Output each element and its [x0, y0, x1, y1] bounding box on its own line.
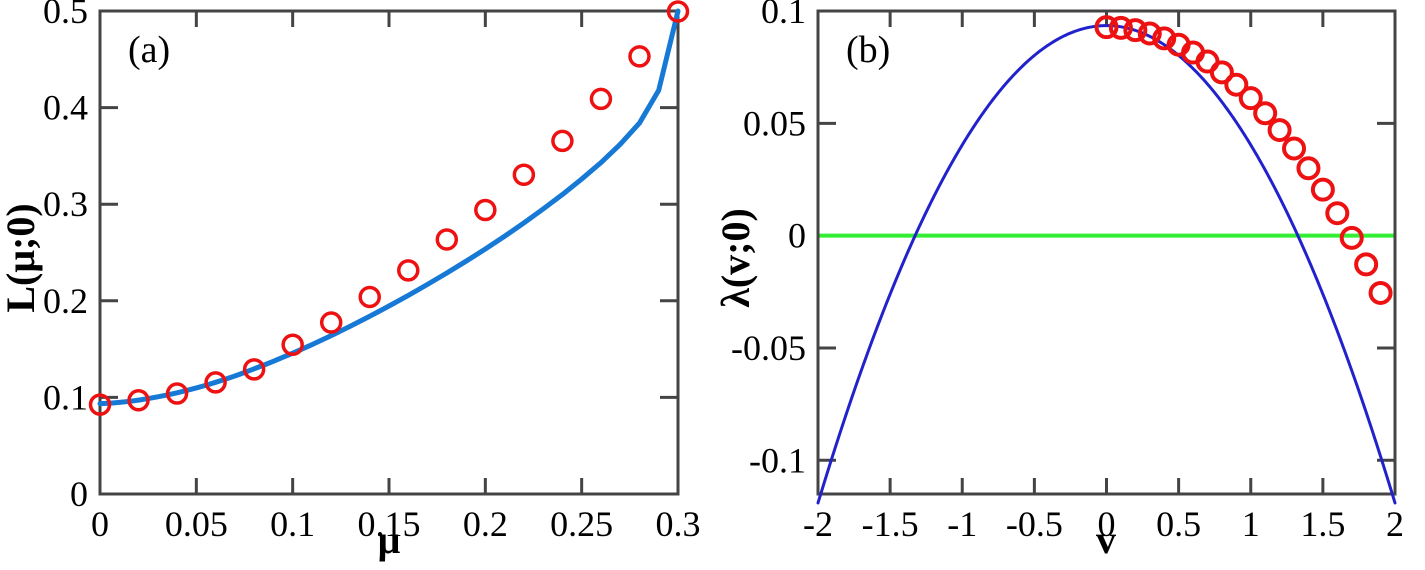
data-point-marker: [551, 129, 574, 153]
y-tick-label: 0.3: [43, 184, 88, 224]
x-tick-labels-b: -2 -1.5 -1 -0.5 0 0.5 1 1.5 2: [803, 504, 1404, 544]
panel-tag-a: (a): [128, 29, 170, 71]
x-axis-title-b: v: [1096, 517, 1116, 562]
data-point-marker: [1296, 156, 1321, 181]
data-point-marker: [242, 358, 266, 381]
data-point-marker: [1368, 280, 1393, 305]
y-tick-label: 0.4: [43, 88, 88, 128]
panel-tag-b: (b): [846, 29, 890, 71]
x-tick-labels-a: 0 0.05 0.1 0.15 0.2 0.25 0.3: [91, 504, 701, 544]
data-point-marker: [1224, 72, 1249, 97]
data-point-marker: [1282, 136, 1307, 161]
data-point-marker: [127, 389, 150, 412]
data-point-marker: [1253, 101, 1278, 126]
data-point-marker: [397, 259, 420, 282]
x-tick-label: 0.05: [165, 504, 228, 544]
data-point-marker: [1209, 60, 1234, 85]
data-point-marker: [589, 87, 613, 111]
x-tick-label: 0.15: [358, 504, 421, 544]
x-tick-label: 0: [91, 504, 109, 544]
panel-a: 0 0.05 0.1 0.15 0.2 0.25 0.3 0 0.1 0.2 0.3 0.4 0.5 …: [0, 0, 712, 570]
axis-ticks-b: [816, 9, 1397, 494]
x-tick-label: -0.5: [1006, 504, 1063, 544]
data-point-marker: [1152, 26, 1177, 51]
data-point-marker: [204, 371, 227, 394]
data-point-marker: [474, 198, 497, 222]
data-point-marker: [1108, 15, 1133, 40]
x-axis-title-a: μ: [378, 517, 401, 562]
data-point-marker: [1137, 21, 1162, 46]
y-tick-label: -0.05: [731, 328, 806, 368]
data-point-marker: [358, 285, 381, 309]
x-tick-label: 0.5: [1156, 504, 1201, 544]
data-markers-a: [88, 0, 690, 416]
x-tick-label: 0.1: [270, 504, 315, 544]
y-tick-label: 0.2: [43, 281, 88, 321]
axis-ticks-a: [98, 9, 680, 496]
data-curve-a: [97, 8, 681, 407]
data-point-marker: [165, 382, 189, 405]
y-axis-title-b: λ(v;0): [713, 208, 758, 308]
data-point-marker: [1339, 225, 1364, 250]
x-tick-label: 0.2: [463, 504, 508, 544]
data-point-marker: [1325, 201, 1350, 226]
data-point-marker: [628, 45, 651, 68]
x-tick-label: 2: [1386, 504, 1404, 544]
data-point-marker: [512, 163, 536, 186]
y-axis-title-a: L(μ;0): [0, 203, 43, 312]
plot-frame-a: [98, 9, 680, 496]
y-tick-label: 0: [70, 474, 88, 514]
plot-frame-b: [816, 9, 1397, 496]
data-curve-b: [816, 24, 1397, 505]
y-tick-labels-b: -0.1 -0.05 0 0.05 0.1: [731, 0, 806, 480]
y-tick-label: -0.1: [749, 440, 806, 480]
x-tick-label: 1: [1242, 504, 1260, 544]
data-point-marker: [1310, 177, 1335, 202]
y-tick-labels-a: 0 0.1 0.2 0.3 0.4 0.5: [43, 0, 88, 514]
x-tick-label: 1.5: [1300, 504, 1345, 544]
data-markers-b: [1094, 15, 1393, 305]
data-point-marker: [281, 333, 304, 356]
x-tick-label: 0.3: [656, 504, 701, 544]
x-tick-label: 0.25: [550, 504, 613, 544]
data-point-marker: [1267, 118, 1292, 143]
data-point-marker: [666, 0, 690, 23]
data-point-marker: [1123, 18, 1148, 43]
x-tick-label: -1: [947, 504, 977, 544]
data-point-marker: [1238, 86, 1263, 111]
panel-a-plot: 0 0.05 0.1 0.15 0.2 0.25 0.3 00.10.20.30.40.5 …: [0, 0, 701, 562]
y-tick-label: 0.1: [43, 377, 88, 417]
data-point-marker: [1094, 15, 1119, 40]
y-tick-label: 0.5: [43, 0, 88, 31]
x-tick-label: 0: [1098, 504, 1116, 544]
panel-b-plot: -2 -1.5 -1 -0.5 0 0.5 1 1.5 2 -0.1-0.0500.050.1 …: [713, 0, 1404, 562]
data-point-marker: [319, 311, 343, 334]
x-tick-label: -2: [803, 504, 833, 544]
y-tick-label: 0: [788, 216, 806, 256]
data-point-marker: [1354, 252, 1379, 277]
y-tick-label: 0.05: [743, 103, 806, 143]
x-tick-label: -1.5: [862, 504, 919, 544]
data-point-marker: [435, 228, 459, 251]
panel-b: -2 -1.5 -1 -0.5 0 0.5 1 1.5 2 -0.1 -0.05 0 0.05 0.1 …: [713, 0, 1425, 570]
y-tick-label: 0.1: [761, 0, 806, 31]
data-point-marker: [88, 393, 112, 416]
